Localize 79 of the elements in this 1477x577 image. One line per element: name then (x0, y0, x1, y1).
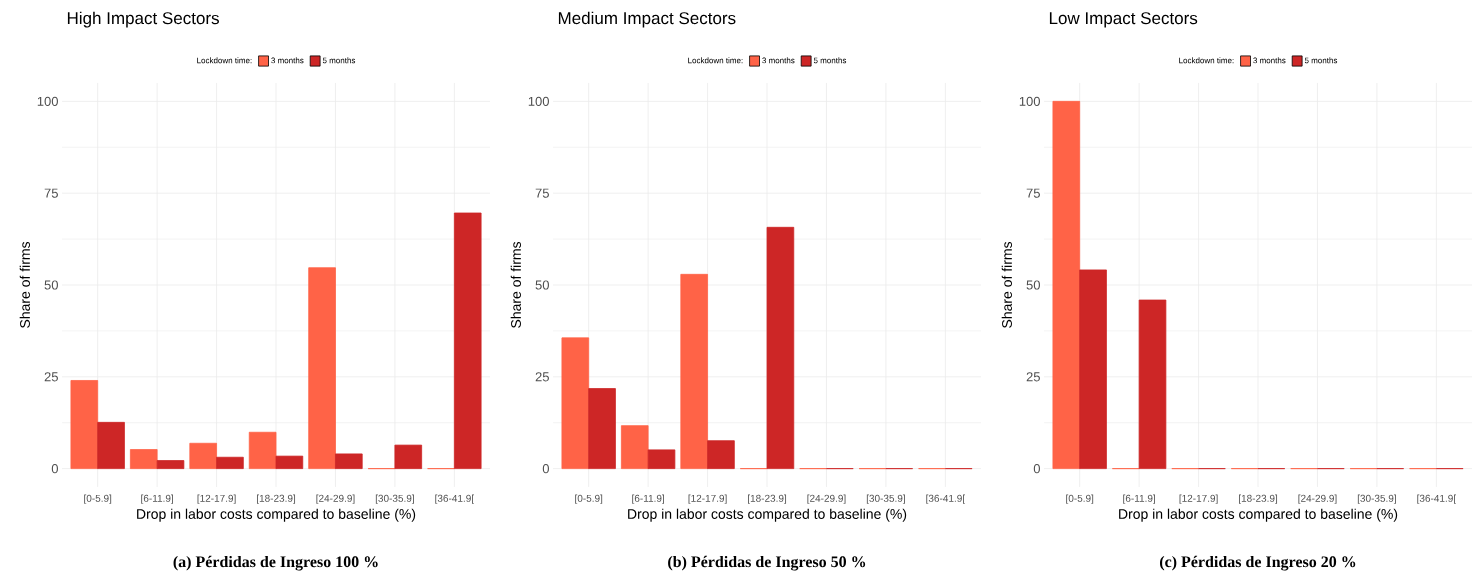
y-axis-title: Share of firms (1001, 241, 1012, 328)
y-tick-label: 75 (44, 188, 58, 198)
x-axis-title: Drop in labor costs compared to baseline (%) (1119, 508, 1398, 522)
x-tick-label: [0-5.9] (575, 494, 603, 504)
x-tick-label: [0-5.9] (1066, 494, 1094, 504)
x-tick-label: [36-41.9[ (1417, 494, 1457, 504)
bar (216, 456, 244, 470)
legend-label: 5 months (1304, 57, 1338, 64)
bar (680, 273, 708, 470)
chart-title: Low Impact Sectors (1049, 12, 1198, 28)
bar (620, 425, 649, 470)
bar (275, 455, 304, 470)
text: (a) Pérdidas de Ingreso 100 % (173, 555, 378, 571)
x-tick-label: [6-11.9] (1123, 494, 1155, 504)
x-tick-label: [36-41.9[ (926, 494, 965, 504)
y-tick-label: 25 (1026, 372, 1040, 382)
bar (561, 337, 590, 470)
bar (588, 388, 616, 470)
text: (b) Pérdidas de Ingreso 50 % (668, 555, 866, 571)
y-tick-label: 25 (535, 372, 549, 382)
x-tick-label: [24-29.9] (1298, 494, 1337, 504)
y-tick-label: 100 (1019, 96, 1040, 106)
y-axis-title: Share of firms (510, 241, 521, 328)
bar (189, 442, 217, 470)
x-tick-label: [12-17.9] (1179, 494, 1218, 504)
x-tick-label: [18-23.9] (748, 494, 787, 504)
x-tick-label: [6-11.9] (632, 494, 664, 504)
bar (335, 453, 363, 470)
bar (453, 212, 482, 470)
legend-label: 5 months (813, 57, 847, 64)
bar (1138, 299, 1167, 470)
y-tick-label: 0 (51, 464, 58, 474)
text: (c) Pérdidas de Ingreso 20 % (1159, 555, 1356, 571)
x-tick-label: [30-35.9] (375, 494, 414, 504)
y-tick-label: 50 (1026, 280, 1040, 290)
y-tick-label: 75 (1026, 188, 1040, 198)
x-axis-title: Drop in labor costs compared to baseline (%) (628, 508, 907, 522)
x-tick-label: [12-17.9] (197, 494, 236, 504)
x-tick-label: [36-41.9[ (435, 494, 474, 504)
legend-title: Lockdown time: (1179, 57, 1234, 64)
y-tick-label: 25 (44, 372, 58, 382)
legend-label: 5 months (322, 57, 356, 64)
x-tick-label: [18-23.9] (1239, 494, 1278, 504)
chart-title: High Impact Sectors (67, 11, 219, 28)
legend-title: Lockdown time: (688, 57, 743, 64)
bar (129, 449, 158, 470)
x-tick-label: [30-35.9] (866, 494, 905, 504)
y-tick-label: 50 (535, 280, 549, 290)
bar (647, 449, 676, 470)
bar (766, 226, 795, 470)
bar (70, 380, 99, 470)
x-tick-label: [24-29.9] (807, 494, 846, 504)
bar (394, 444, 423, 470)
y-tick-label: 50 (44, 280, 58, 290)
y-tick-label: 100 (37, 96, 58, 106)
y-tick-label: 100 (528, 96, 549, 106)
x-tick-label: [30-35.9] (1357, 494, 1396, 504)
legend-label: 3 months (1253, 57, 1286, 64)
bar (308, 267, 336, 470)
legend-label: 3 months (762, 57, 795, 64)
y-tick-label: 0 (1033, 464, 1040, 474)
x-tick-label: [24-29.9] (316, 494, 355, 504)
y-tick-label: 75 (535, 188, 549, 198)
x-tick-label: [18-23.9] (257, 494, 296, 504)
bar (707, 440, 735, 470)
bar (1079, 269, 1107, 470)
bar (97, 421, 125, 470)
bar (156, 460, 185, 470)
legend-label: 3 months (271, 57, 304, 64)
x-tick-label: [12-17.9] (688, 494, 727, 504)
bar (248, 431, 277, 470)
chart-title: Medium Impact Sectors (558, 11, 736, 28)
x-tick-label: [0-5.9] (84, 494, 112, 504)
legend-title: Lockdown time: (197, 57, 252, 64)
y-axis-title: Share of firms (19, 241, 30, 328)
x-tick-label: [6-11.9] (141, 494, 173, 504)
x-axis-title: Drop in labor costs compared to baseline (%) (137, 508, 416, 522)
bar (1052, 100, 1081, 470)
y-tick-label: 0 (542, 464, 549, 474)
